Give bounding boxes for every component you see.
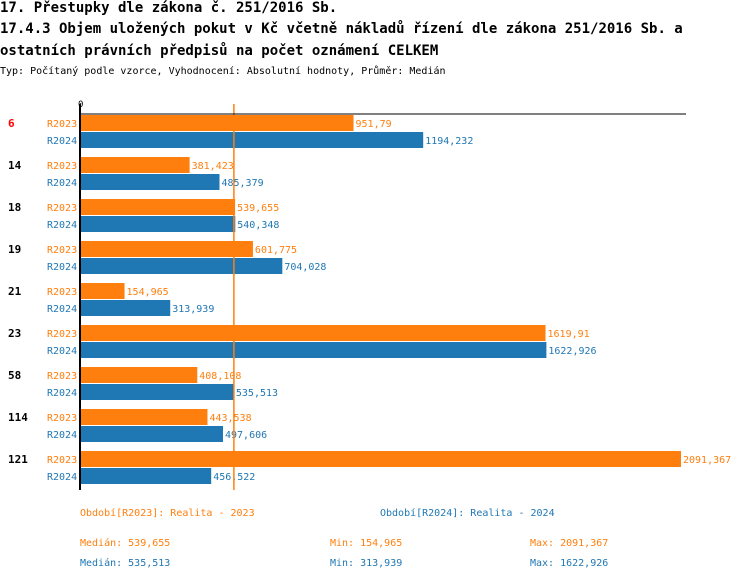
category-label: 23 [8, 327, 21, 340]
series-label: R2024 [47, 136, 77, 147]
data-label: 443,538 [209, 413, 251, 424]
category-label: 21 [8, 285, 22, 298]
max-2024: Max: 1622,926 [530, 558, 609, 569]
chart-title-line2: ostatních právních předpisů na počet ozn… [0, 43, 439, 59]
bar-R2023 [80, 409, 208, 425]
category-label: 58 [8, 369, 21, 382]
median-2023: Medián: 539,655 [80, 538, 171, 549]
category-label: 114 [8, 411, 28, 424]
category-label: 18 [8, 201, 21, 214]
bar-R2023 [80, 115, 354, 131]
series-label: R2024 [47, 430, 77, 441]
data-label: 408,108 [199, 371, 241, 382]
page-title: 17. Přestupky dle zákona č. 251/2016 Sb. [0, 0, 338, 16]
series-label: R2023 [47, 329, 77, 340]
bar-R2024 [80, 258, 283, 274]
series-label: R2023 [47, 203, 77, 214]
legend-r2023: Období[R2023]: Realita - 2023 [80, 508, 255, 519]
data-label: 2091,367 [683, 455, 731, 466]
bar-R2023 [80, 283, 125, 299]
series-label: R2023 [47, 371, 77, 382]
data-label: 154,965 [127, 287, 169, 298]
data-label: 704,028 [284, 262, 326, 273]
series-label: R2024 [47, 346, 77, 357]
max-2023: Max: 2091,367 [530, 538, 609, 549]
data-label: 497,606 [225, 430, 267, 441]
series-label: R2023 [47, 119, 77, 130]
data-label: 313,939 [172, 304, 214, 315]
data-label: 601,775 [255, 245, 297, 256]
legend-r2024: Období[R2024]: Realita - 2024 [380, 508, 555, 519]
bar-R2023 [80, 241, 253, 257]
bar-R2024 [80, 468, 212, 484]
category-label: 121 [8, 453, 28, 466]
bar-R2024 [80, 300, 171, 316]
data-label: 951,79 [356, 119, 392, 130]
bar-R2023 [80, 199, 236, 215]
data-label: 539,655 [237, 203, 279, 214]
bar-R2024 [80, 342, 547, 358]
bar-R2024 [80, 384, 234, 400]
bar-R2023 [80, 157, 190, 173]
min-2023: Min: 154,965 [330, 538, 403, 549]
data-label: 485,379 [221, 178, 263, 189]
bar-R2024 [80, 132, 424, 148]
median-2024: Medián: 535,513 [80, 558, 171, 569]
series-label: R2024 [47, 472, 77, 483]
chart-type-info: Typ: Počítaný podle vzorce, Vyhodnocení:… [0, 66, 446, 77]
chart-title-line1: 17.4.3 Objem uložených pokut v Kč včetně… [0, 21, 683, 37]
bar-R2024 [80, 426, 223, 442]
bar-R2024 [80, 216, 236, 232]
series-label: R2023 [47, 161, 77, 172]
series-label: R2023 [47, 455, 77, 466]
series-label: R2024 [47, 262, 77, 273]
data-label: 381,423 [192, 161, 234, 172]
data-label: 535,513 [236, 388, 278, 399]
bar-R2023 [80, 367, 198, 383]
series-label: R2024 [47, 220, 77, 231]
data-label: 1619,91 [548, 329, 590, 340]
data-label: 1622,926 [548, 346, 596, 357]
bar-R2023 [80, 451, 681, 467]
data-label: 1194,232 [425, 136, 473, 147]
series-label: R2024 [47, 388, 77, 399]
series-label: R2024 [47, 304, 77, 315]
series-label: R2023 [47, 413, 77, 424]
bar-chart: 06R2023951,79R20241194,23214R2023381,423… [8, 100, 731, 490]
data-label: 540,348 [237, 220, 279, 231]
series-label: R2024 [47, 178, 77, 189]
series-label: R2023 [47, 245, 77, 256]
category-label: 14 [8, 159, 22, 172]
category-label: 19 [8, 243, 21, 256]
bar-R2024 [80, 174, 220, 190]
bar-R2023 [80, 325, 546, 341]
category-label: 6 [8, 117, 15, 130]
series-label: R2023 [47, 287, 77, 298]
min-2024: Min: 313,939 [330, 558, 403, 569]
